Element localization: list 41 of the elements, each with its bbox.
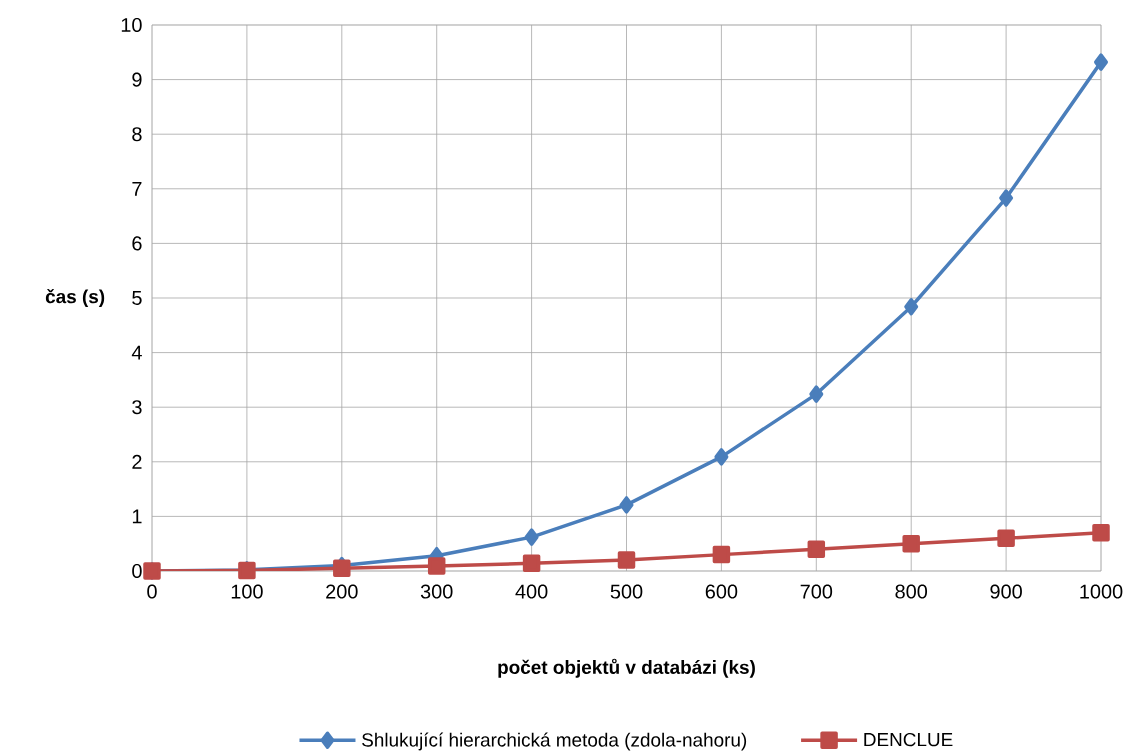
point [522,554,541,573]
point [997,529,1015,547]
y-tick-label: 8 [132,127,142,142]
x-tick-label: 0 [147,584,157,599]
legend-label: DENCLUE [864,732,953,747]
point [904,298,919,316]
y-axis-title: čas (s) [45,288,105,308]
point [617,551,636,569]
point [1094,53,1109,71]
point [809,385,824,403]
point [807,540,826,558]
x-tick-label: 100 [231,584,263,599]
y-tick-label: 9 [132,72,142,87]
y-tick-label: 7 [132,181,142,196]
x-tick-label: 800 [895,584,928,599]
point [524,528,539,546]
x-tick-label: 700 [800,584,833,599]
y-tick-label: 0 [132,563,142,579]
legend-label: Shlukující hierarchická metoda (zdola-nahoru) [362,732,747,751]
point [1092,524,1110,542]
x-tick-label: 200 [326,584,358,599]
x-axis-title: počet objektů v databázi (ks) [498,658,755,678]
y-tick-label: 10 [121,17,142,33]
x-tick-label: 300 [420,584,453,599]
x-tick-label: 1000 [1080,584,1123,599]
y-tick-label: 3 [132,400,142,415]
point [999,189,1014,207]
y-tick-label: 2 [132,454,142,469]
y-tick-label: 4 [131,345,142,360]
point [427,557,446,575]
x-tick-label: 600 [705,584,738,599]
y-tick-label: 5 [132,291,142,305]
y-tick-label: 6 [132,236,142,251]
x-tick-label: 500 [610,584,643,599]
x-tick-label: 900 [990,584,1022,599]
x-tick-label: 400 [515,584,548,599]
y-tick-label: 1 [132,509,142,524]
point [712,545,731,564]
point [902,534,920,553]
point [714,448,729,466]
point [619,496,634,514]
